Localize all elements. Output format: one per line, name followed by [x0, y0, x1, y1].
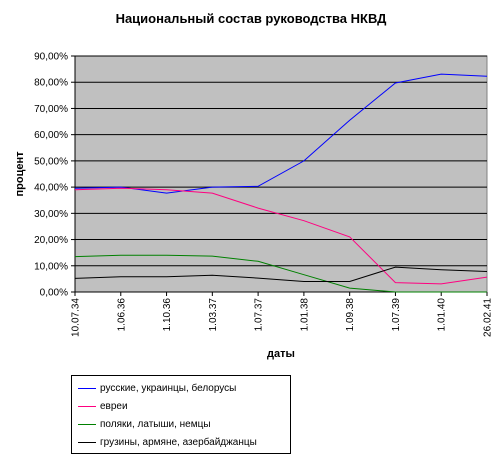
series-line-1	[74, 73, 488, 194]
series-line-4	[74, 266, 488, 282]
y-tick-label: 20,00%	[34, 235, 68, 246]
y-tick-label: 90,00%	[34, 52, 68, 63]
x-tick-label: 1.06.36	[116, 298, 127, 332]
x-axis-label: даты	[267, 348, 295, 360]
x-tick-label: 1.01.40	[437, 298, 448, 332]
y-axis-label: процент	[14, 151, 26, 197]
y-tick-label: 30,00%	[34, 209, 68, 220]
legend-label: евреи	[100, 400, 128, 412]
x-tick-label: 1.03.37	[208, 298, 219, 332]
legend-item: грузины, армяне, азербайджанцы	[78, 433, 290, 451]
x-tick-label: 1.01.38	[299, 298, 310, 332]
x-tick-label: 10.07.34	[71, 298, 82, 337]
x-tick-label: 26.02.41	[483, 298, 494, 337]
legend: русские, украинцы, белорусы евреи поляки, …	[71, 375, 291, 454]
legend-swatch	[78, 405, 96, 407]
y-tick-label: 70,00%	[34, 104, 68, 115]
y-tick-label: 50,00%	[34, 156, 68, 167]
series-lines	[74, 73, 488, 293]
tick-labels: 0,00% 10,00% 20,00% 30,00% 40,00% 50,00% 60,00…	[34, 52, 493, 337]
chart-title: Национальный состав руководства НКВД	[115, 11, 387, 26]
legend-item: евреи	[78, 397, 290, 415]
series-line-3	[74, 254, 487, 293]
y-tick-label: 10,00%	[34, 261, 68, 272]
y-tick-label: 60,00%	[34, 130, 68, 141]
series-line-2	[74, 187, 488, 285]
legend-item: русские, украинцы, белорусы	[78, 379, 290, 397]
y-tick-label: 0,00%	[40, 288, 68, 299]
gridlines	[75, 55, 487, 267]
legend-item: поляки, латыши, немцы	[78, 415, 290, 433]
x-tick-label: 1.07.39	[391, 298, 402, 332]
legend-swatch	[78, 441, 96, 443]
legend-label: грузины, армяне, азербайджанцы	[100, 436, 257, 448]
y-tick-label: 40,00%	[34, 183, 68, 194]
legend-swatch	[78, 423, 96, 425]
legend-label: русские, украинцы, белорусы	[100, 382, 237, 394]
x-tick-label: 1.07.37	[254, 298, 265, 332]
x-tick-label: 1.10.36	[162, 298, 173, 332]
legend-swatch	[78, 387, 96, 389]
x-tick-label: 1.09.38	[345, 298, 356, 332]
legend-label: поляки, латыши, немцы	[100, 418, 211, 430]
y-tick-label: 80,00%	[34, 78, 68, 89]
